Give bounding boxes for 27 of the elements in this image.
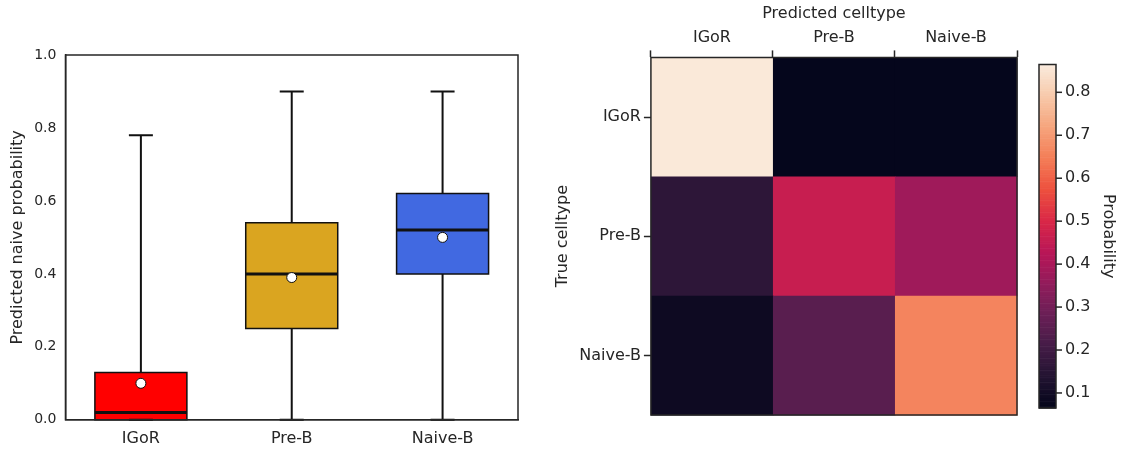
color-bar-label: 0.8: [1065, 81, 1091, 101]
x-axis-title: Predicted celltype: [762, 2, 906, 22]
x-tick-label: IGoR: [692, 26, 731, 46]
y-tick-label: IGoR: [602, 106, 641, 126]
color-bar-label: 0.6: [1065, 167, 1091, 187]
color-bar-title: Probability: [1099, 193, 1119, 279]
y-tick-label: 0.6: [34, 191, 57, 208]
x-tick-label: Naive-B: [411, 427, 474, 447]
y-tick-label: 0.0: [34, 410, 57, 427]
y-tick-label: 0.8: [34, 118, 57, 135]
y-tick-label: 0.4: [34, 264, 57, 281]
color-bar-label: 0.7: [1065, 124, 1091, 144]
y-axis-title: True celltype: [551, 185, 571, 289]
y-tick-label: Pre-B: [599, 225, 641, 245]
color-bar-label: 0.3: [1065, 296, 1091, 316]
y-tick-label: 0.2: [34, 337, 57, 354]
x-tick-label: Naive-B: [925, 26, 987, 46]
x-tick-label: Pre-B: [270, 427, 313, 447]
color-bar-label: 0.2: [1065, 339, 1091, 359]
color-bar-label: 0.1: [1065, 382, 1091, 402]
x-tick-label: Pre-B: [813, 26, 855, 46]
color-bar-label: 0.5: [1065, 210, 1091, 230]
x-tick-label: IGoR: [121, 427, 160, 447]
color-bar-label: 0.4: [1065, 253, 1091, 273]
y-axis-title: Predicted naive probability: [6, 130, 26, 345]
y-tick-label: 1.0: [34, 45, 57, 62]
y-tick-label: Naive-B: [579, 344, 641, 364]
